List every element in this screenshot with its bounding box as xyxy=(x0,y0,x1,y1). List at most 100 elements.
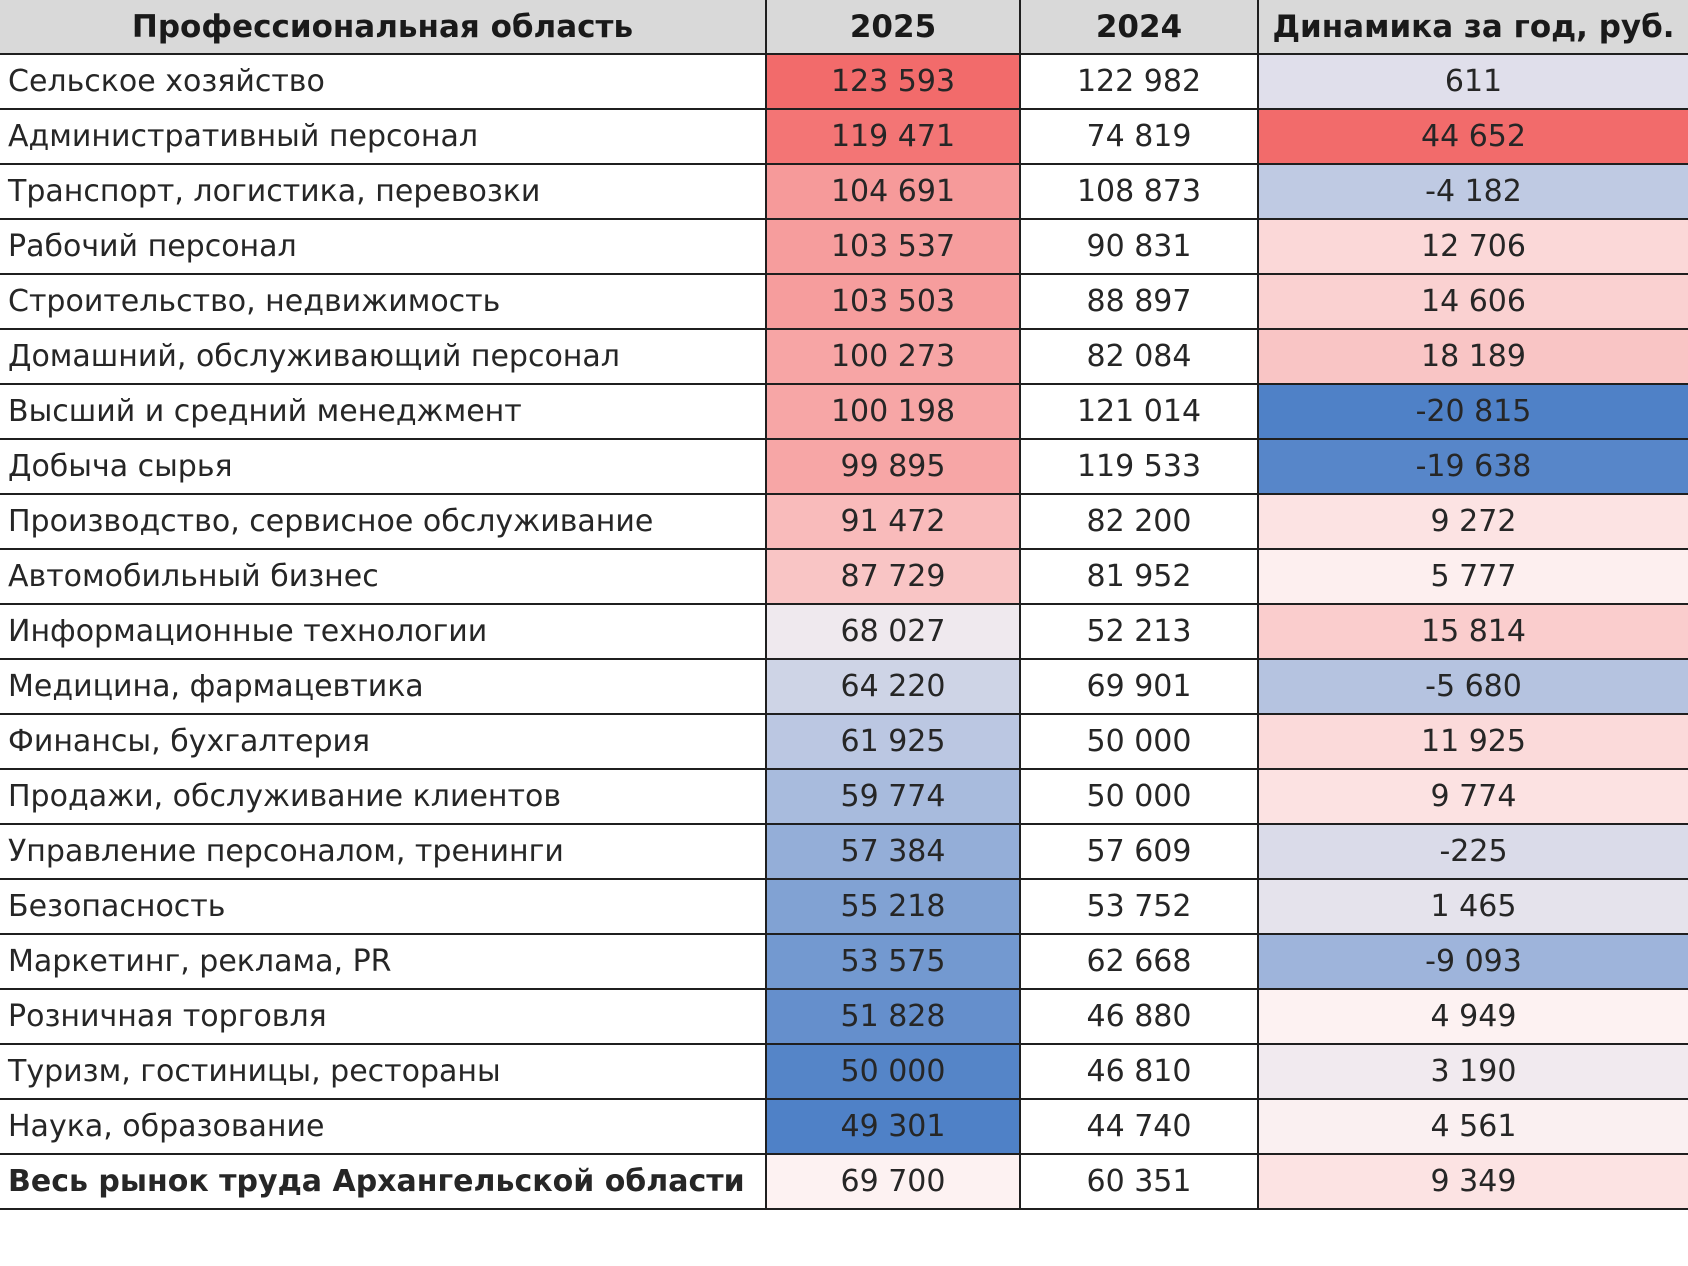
value-2024-cell: 69 901 xyxy=(1019,658,1259,715)
table-row: Продажи, обслуживание клиентов 59 774 50 0… xyxy=(0,768,1688,825)
header-delta: Динамика за год, руб. xyxy=(1257,0,1688,55)
area-cell: Добыча сырья xyxy=(0,438,767,495)
table-row: Строительство, недвижимость 103 503 88 897… xyxy=(0,273,1688,330)
value-2025-cell: 103 537 xyxy=(765,218,1021,275)
table-row: Транспорт, логистика, перевозки 104 691 10… xyxy=(0,163,1688,220)
delta-cell: -225 xyxy=(1257,823,1688,880)
delta-cell: -5 680 xyxy=(1257,658,1688,715)
table-row: Добыча сырья 99 895 119 533 -19 638 xyxy=(0,438,1688,495)
delta-cell: 18 189 xyxy=(1257,328,1688,385)
header-row: Профессиональная область 2025 2024 Динам… xyxy=(0,0,1688,55)
area-cell: Безопасность xyxy=(0,878,767,935)
header-2024: 2024 xyxy=(1019,0,1259,55)
value-2025-cell: 87 729 xyxy=(765,548,1021,605)
table-row: Безопасность 55 218 53 752 1 465 xyxy=(0,878,1688,935)
area-cell: Административный персонал xyxy=(0,108,767,165)
value-2024-cell: 74 819 xyxy=(1019,108,1259,165)
delta-cell: 4 949 xyxy=(1257,988,1688,1045)
table-row: Домашний, обслуживающий персонал 100 273 8… xyxy=(0,328,1688,385)
table-row: Маркетинг, реклама, PR 53 575 62 668 -9 093 xyxy=(0,933,1688,990)
area-cell: Производство, сервисное обслуживание xyxy=(0,493,767,550)
area-cell: Финансы, бухгалтерия xyxy=(0,713,767,770)
delta-cell: 15 814 xyxy=(1257,603,1688,660)
table-row: Розничная торговля 51 828 46 880 4 949 xyxy=(0,988,1688,1045)
area-cell: Сельское хозяйство xyxy=(0,54,767,110)
value-2025-cell: 51 828 xyxy=(765,988,1021,1045)
area-cell: Домашний, обслуживающий персонал xyxy=(0,328,767,385)
table-row: Медицина, фармацевтика 64 220 69 901 -5 680 xyxy=(0,658,1688,715)
area-cell: Транспорт, логистика, перевозки xyxy=(0,163,767,220)
area-cell: Весь рынок труда Архангельской области xyxy=(0,1153,767,1210)
area-cell: Наука, образование xyxy=(0,1098,767,1155)
delta-cell: 5 777 xyxy=(1257,548,1688,605)
value-2024-cell: 121 014 xyxy=(1019,383,1259,440)
delta-cell: 1 465 xyxy=(1257,878,1688,935)
area-cell: Информационные технологии xyxy=(0,603,767,660)
value-2025-cell: 59 774 xyxy=(765,768,1021,825)
value-2025-cell: 91 472 xyxy=(765,493,1021,550)
table-row: Финансы, бухгалтерия 61 925 50 000 11 925 xyxy=(0,713,1688,770)
value-2025-cell: 103 503 xyxy=(765,273,1021,330)
value-2024-cell: 90 831 xyxy=(1019,218,1259,275)
value-2024-cell: 46 880 xyxy=(1019,988,1259,1045)
table-row: Сельское хозяйство 123 593 122 982 611 xyxy=(0,54,1688,110)
value-2025-cell: 100 273 xyxy=(765,328,1021,385)
value-2024-cell: 50 000 xyxy=(1019,713,1259,770)
delta-cell: 9 349 xyxy=(1257,1153,1688,1210)
value-2024-cell: 119 533 xyxy=(1019,438,1259,495)
value-2025-cell: 57 384 xyxy=(765,823,1021,880)
table-row: Автомобильный бизнес 87 729 81 952 5 777 xyxy=(0,548,1688,605)
table-body: Сельское хозяйство 123 593 122 982 611 Админ… xyxy=(0,54,1688,1210)
value-2025-cell: 99 895 xyxy=(765,438,1021,495)
table-row: Наука, образование 49 301 44 740 4 561 xyxy=(0,1098,1688,1155)
value-2024-cell: 44 740 xyxy=(1019,1098,1259,1155)
table-row: Туризм, гостиницы, рестораны 50 000 46 810… xyxy=(0,1043,1688,1100)
delta-cell: -20 815 xyxy=(1257,383,1688,440)
value-2024-cell: 88 897 xyxy=(1019,273,1259,330)
value-2025-cell: 61 925 xyxy=(765,713,1021,770)
area-cell: Высший и средний менеджмент xyxy=(0,383,767,440)
header-2025: 2025 xyxy=(765,0,1021,55)
area-cell: Туризм, гостиницы, рестораны xyxy=(0,1043,767,1100)
value-2024-cell: 122 982 xyxy=(1019,54,1259,110)
delta-cell: -19 638 xyxy=(1257,438,1688,495)
table-row: Административный персонал 119 471 74 819 44… xyxy=(0,108,1688,165)
delta-cell: 9 774 xyxy=(1257,768,1688,825)
area-cell: Розничная торговля xyxy=(0,988,767,1045)
value-2024-cell: 50 000 xyxy=(1019,768,1259,825)
delta-cell: 4 561 xyxy=(1257,1098,1688,1155)
delta-cell: 14 606 xyxy=(1257,273,1688,330)
value-2024-cell: 62 668 xyxy=(1019,933,1259,990)
value-2025-cell: 64 220 xyxy=(765,658,1021,715)
area-cell: Медицина, фармацевтика xyxy=(0,658,767,715)
delta-cell: 44 652 xyxy=(1257,108,1688,165)
delta-cell: -4 182 xyxy=(1257,163,1688,220)
area-cell: Управление персоналом, тренинги xyxy=(0,823,767,880)
value-2025-cell: 55 218 xyxy=(765,878,1021,935)
delta-cell: 11 925 xyxy=(1257,713,1688,770)
value-2024-cell: 82 200 xyxy=(1019,493,1259,550)
delta-cell: 3 190 xyxy=(1257,1043,1688,1100)
area-cell: Продажи, обслуживание клиентов xyxy=(0,768,767,825)
value-2024-cell: 57 609 xyxy=(1019,823,1259,880)
delta-cell: 12 706 xyxy=(1257,218,1688,275)
value-2024-cell: 60 351 xyxy=(1019,1153,1259,1210)
value-2025-cell: 69 700 xyxy=(765,1153,1021,1210)
value-2025-cell: 53 575 xyxy=(765,933,1021,990)
area-cell: Маркетинг, реклама, PR xyxy=(0,933,767,990)
delta-cell: -9 093 xyxy=(1257,933,1688,990)
value-2024-cell: 81 952 xyxy=(1019,548,1259,605)
table-row: Производство, сервисное обслуживание 91 4… xyxy=(0,493,1688,550)
value-2024-cell: 82 084 xyxy=(1019,328,1259,385)
value-2025-cell: 104 691 xyxy=(765,163,1021,220)
header-area: Профессиональная область xyxy=(0,0,767,55)
delta-cell: 9 272 xyxy=(1257,493,1688,550)
value-2024-cell: 46 810 xyxy=(1019,1043,1259,1100)
value-2024-cell: 108 873 xyxy=(1019,163,1259,220)
value-2025-cell: 50 000 xyxy=(765,1043,1021,1100)
value-2025-cell: 49 301 xyxy=(765,1098,1021,1155)
value-2025-cell: 119 471 xyxy=(765,108,1021,165)
area-cell: Строительство, недвижимость xyxy=(0,273,767,330)
table-row: Рабочий персонал 103 537 90 831 12 706 xyxy=(0,218,1688,275)
value-2025-cell: 123 593 xyxy=(765,54,1021,110)
